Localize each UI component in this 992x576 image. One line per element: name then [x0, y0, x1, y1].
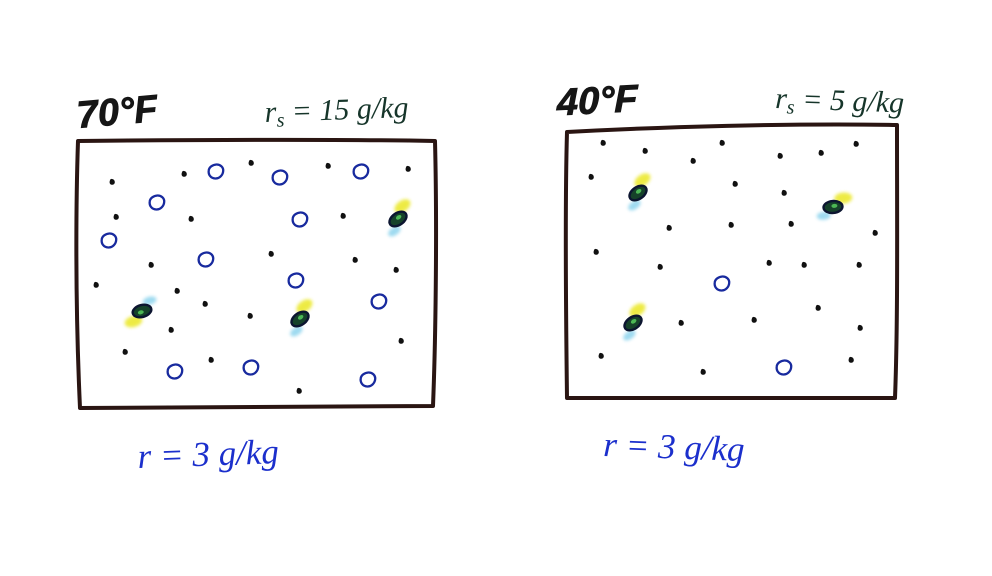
svg-text:40°F: 40°F: [556, 78, 639, 124]
svg-text:70°F: 70°F: [75, 88, 161, 137]
svg-text:r = 3 g/kg: r = 3 g/kg: [137, 432, 280, 476]
svg-text:r = 3 g/kg: r = 3 g/kg: [603, 425, 746, 469]
